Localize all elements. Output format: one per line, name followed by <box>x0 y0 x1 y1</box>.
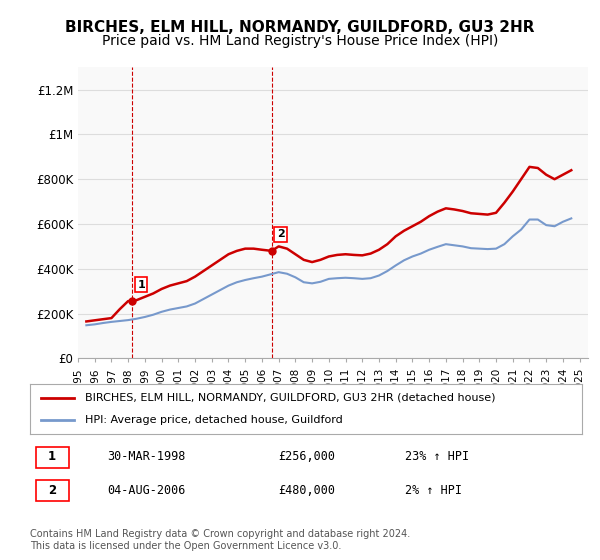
Text: 04-AUG-2006: 04-AUG-2006 <box>107 484 185 497</box>
Text: £480,000: £480,000 <box>278 484 335 497</box>
Text: 1: 1 <box>137 279 145 290</box>
Text: 2: 2 <box>48 484 56 497</box>
Text: Contains HM Land Registry data © Crown copyright and database right 2024.
This d: Contains HM Land Registry data © Crown c… <box>30 529 410 551</box>
Text: 1: 1 <box>48 450 56 464</box>
Text: 23% ↑ HPI: 23% ↑ HPI <box>406 450 469 464</box>
Text: 30-MAR-1998: 30-MAR-1998 <box>107 450 185 464</box>
Text: HPI: Average price, detached house, Guildford: HPI: Average price, detached house, Guil… <box>85 415 343 425</box>
FancyBboxPatch shape <box>35 480 68 502</box>
Text: 2% ↑ HPI: 2% ↑ HPI <box>406 484 463 497</box>
Text: £256,000: £256,000 <box>278 450 335 464</box>
Text: Price paid vs. HM Land Registry's House Price Index (HPI): Price paid vs. HM Land Registry's House … <box>102 34 498 48</box>
Text: BIRCHES, ELM HILL, NORMANDY, GUILDFORD, GU3 2HR: BIRCHES, ELM HILL, NORMANDY, GUILDFORD, … <box>65 20 535 35</box>
Text: BIRCHES, ELM HILL, NORMANDY, GUILDFORD, GU3 2HR (detached house): BIRCHES, ELM HILL, NORMANDY, GUILDFORD, … <box>85 393 496 403</box>
Text: 2: 2 <box>277 230 284 240</box>
FancyBboxPatch shape <box>35 447 68 468</box>
